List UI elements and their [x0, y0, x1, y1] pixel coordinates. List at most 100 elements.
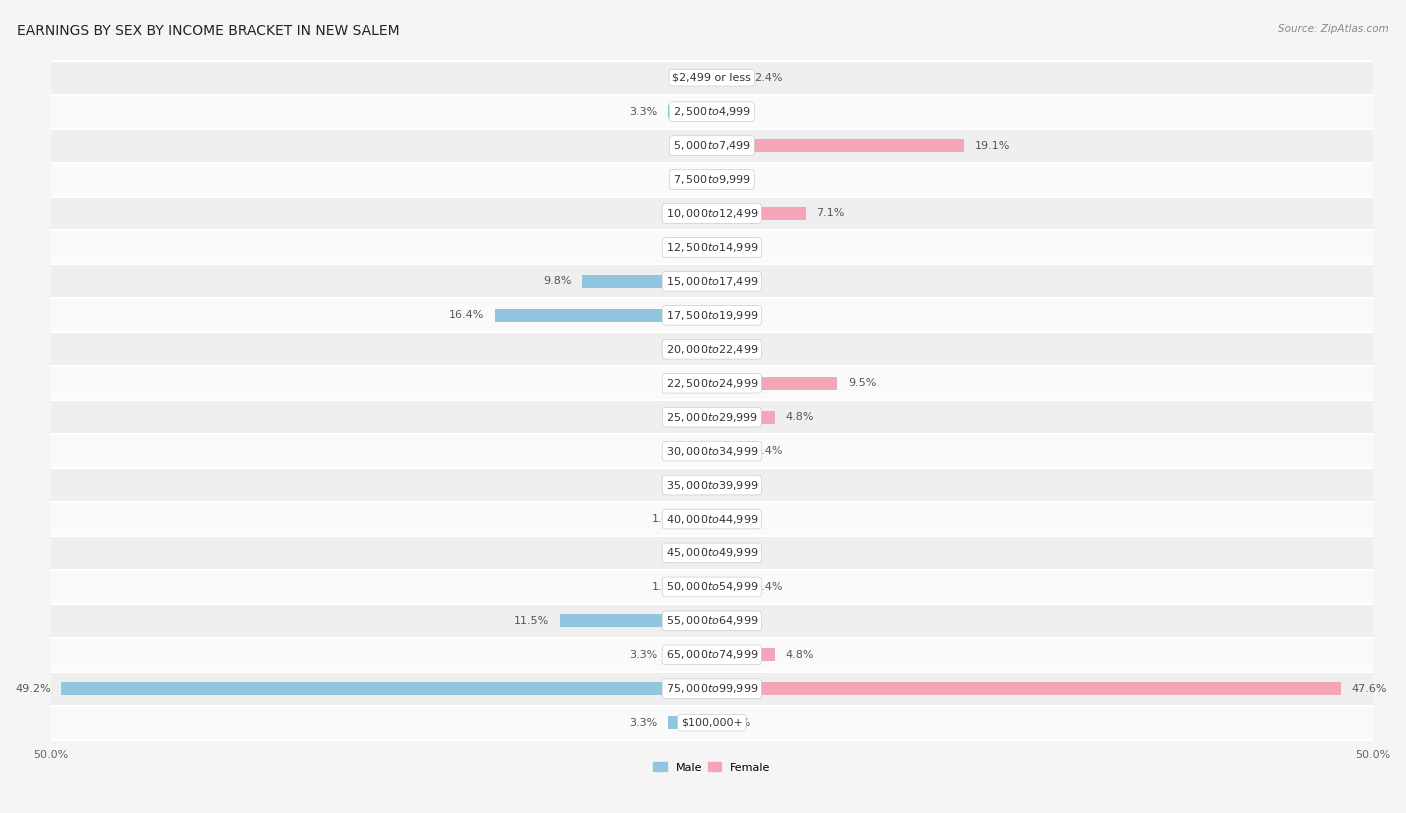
Bar — [495, 309, 711, 322]
Bar — [51, 604, 1372, 638]
Text: 0.0%: 0.0% — [723, 175, 751, 185]
Text: $12,500 to $14,999: $12,500 to $14,999 — [665, 241, 758, 254]
Text: EARNINGS BY SEX BY INCOME BRACKET IN NEW SALEM: EARNINGS BY SEX BY INCOME BRACKET IN NEW… — [17, 24, 399, 38]
Text: $45,000 to $49,999: $45,000 to $49,999 — [665, 546, 758, 559]
Bar — [51, 61, 1372, 94]
Text: 0.0%: 0.0% — [673, 175, 702, 185]
Text: $25,000 to $29,999: $25,000 to $29,999 — [665, 411, 758, 424]
Text: 2.4%: 2.4% — [754, 446, 783, 456]
Bar — [711, 411, 775, 424]
Bar — [51, 197, 1372, 230]
Text: 0.0%: 0.0% — [723, 480, 751, 490]
Bar — [51, 706, 1372, 740]
Text: $100,000+: $100,000+ — [681, 718, 742, 728]
Text: 0.0%: 0.0% — [673, 378, 702, 389]
Text: 4.8%: 4.8% — [786, 412, 814, 422]
Bar — [582, 275, 711, 288]
Text: $40,000 to $44,999: $40,000 to $44,999 — [665, 512, 758, 525]
Bar — [51, 638, 1372, 672]
Text: 3.3%: 3.3% — [630, 107, 658, 116]
Text: 3.3%: 3.3% — [630, 650, 658, 660]
Text: 47.6%: 47.6% — [1351, 684, 1388, 693]
Bar — [62, 682, 711, 695]
Text: $50,000 to $54,999: $50,000 to $54,999 — [665, 580, 758, 593]
Bar — [51, 672, 1372, 706]
Text: 0.0%: 0.0% — [673, 242, 702, 253]
Bar — [668, 716, 711, 729]
Text: 0.0%: 0.0% — [723, 344, 751, 354]
Text: $20,000 to $22,499: $20,000 to $22,499 — [665, 343, 758, 356]
Text: Source: ZipAtlas.com: Source: ZipAtlas.com — [1278, 24, 1389, 34]
Bar — [711, 376, 838, 389]
Text: $17,500 to $19,999: $17,500 to $19,999 — [665, 309, 758, 322]
Text: $30,000 to $34,999: $30,000 to $34,999 — [665, 445, 758, 458]
Bar — [51, 163, 1372, 197]
Bar — [51, 536, 1372, 570]
Legend: Male, Female: Male, Female — [650, 758, 775, 777]
Bar — [51, 128, 1372, 163]
Text: 0.0%: 0.0% — [673, 412, 702, 422]
Bar — [711, 580, 744, 593]
Bar — [560, 615, 711, 628]
Text: $22,500 to $24,999: $22,500 to $24,999 — [665, 376, 758, 389]
Bar — [690, 512, 711, 525]
Text: $5,000 to $7,499: $5,000 to $7,499 — [672, 139, 751, 152]
Text: 0.0%: 0.0% — [723, 276, 751, 286]
Text: 0.0%: 0.0% — [673, 446, 702, 456]
Bar — [51, 230, 1372, 264]
Text: 0.0%: 0.0% — [673, 72, 702, 83]
Bar — [51, 468, 1372, 502]
Text: 2.4%: 2.4% — [754, 582, 783, 592]
Text: 0.0%: 0.0% — [673, 208, 702, 219]
Text: 16.4%: 16.4% — [449, 311, 484, 320]
Bar — [51, 366, 1372, 400]
Text: 0.0%: 0.0% — [723, 514, 751, 524]
Text: 0.0%: 0.0% — [723, 242, 751, 253]
Text: 0.0%: 0.0% — [673, 344, 702, 354]
Text: 0.0%: 0.0% — [723, 107, 751, 116]
Text: 49.2%: 49.2% — [15, 684, 51, 693]
Text: 1.6%: 1.6% — [652, 582, 681, 592]
Text: 0.0%: 0.0% — [723, 615, 751, 626]
Text: 3.3%: 3.3% — [630, 718, 658, 728]
Bar — [711, 445, 744, 458]
Bar — [51, 264, 1372, 298]
Bar — [668, 648, 711, 661]
Text: 0.0%: 0.0% — [673, 548, 702, 558]
Bar — [51, 434, 1372, 468]
Text: 4.8%: 4.8% — [786, 650, 814, 660]
Text: 19.1%: 19.1% — [974, 141, 1011, 150]
Bar — [711, 139, 965, 152]
Text: 0.0%: 0.0% — [723, 311, 751, 320]
Bar — [51, 502, 1372, 536]
Text: $7,500 to $9,999: $7,500 to $9,999 — [672, 173, 751, 186]
Text: $10,000 to $12,499: $10,000 to $12,499 — [665, 207, 758, 220]
Text: $2,500 to $4,999: $2,500 to $4,999 — [672, 105, 751, 118]
Text: 9.8%: 9.8% — [543, 276, 572, 286]
Bar — [711, 682, 1341, 695]
Bar — [51, 570, 1372, 604]
Bar — [51, 298, 1372, 333]
Text: 1.6%: 1.6% — [652, 514, 681, 524]
Bar — [51, 94, 1372, 128]
Text: 0.0%: 0.0% — [723, 548, 751, 558]
Text: $75,000 to $99,999: $75,000 to $99,999 — [665, 682, 758, 695]
Bar — [711, 72, 744, 85]
Text: $2,499 or less: $2,499 or less — [672, 72, 751, 83]
Bar — [668, 105, 711, 118]
Bar — [711, 648, 775, 661]
Bar — [51, 333, 1372, 366]
Text: 9.5%: 9.5% — [848, 378, 876, 389]
Text: 0.0%: 0.0% — [723, 718, 751, 728]
Text: $15,000 to $17,499: $15,000 to $17,499 — [665, 275, 758, 288]
Text: $55,000 to $64,999: $55,000 to $64,999 — [665, 615, 758, 628]
Text: 11.5%: 11.5% — [513, 615, 550, 626]
Text: 7.1%: 7.1% — [817, 208, 845, 219]
Text: 2.4%: 2.4% — [754, 72, 783, 83]
Text: $35,000 to $39,999: $35,000 to $39,999 — [665, 479, 758, 492]
Text: 0.0%: 0.0% — [673, 480, 702, 490]
Bar — [51, 400, 1372, 434]
Bar — [690, 580, 711, 593]
Text: $65,000 to $74,999: $65,000 to $74,999 — [665, 648, 758, 661]
Text: 0.0%: 0.0% — [673, 141, 702, 150]
